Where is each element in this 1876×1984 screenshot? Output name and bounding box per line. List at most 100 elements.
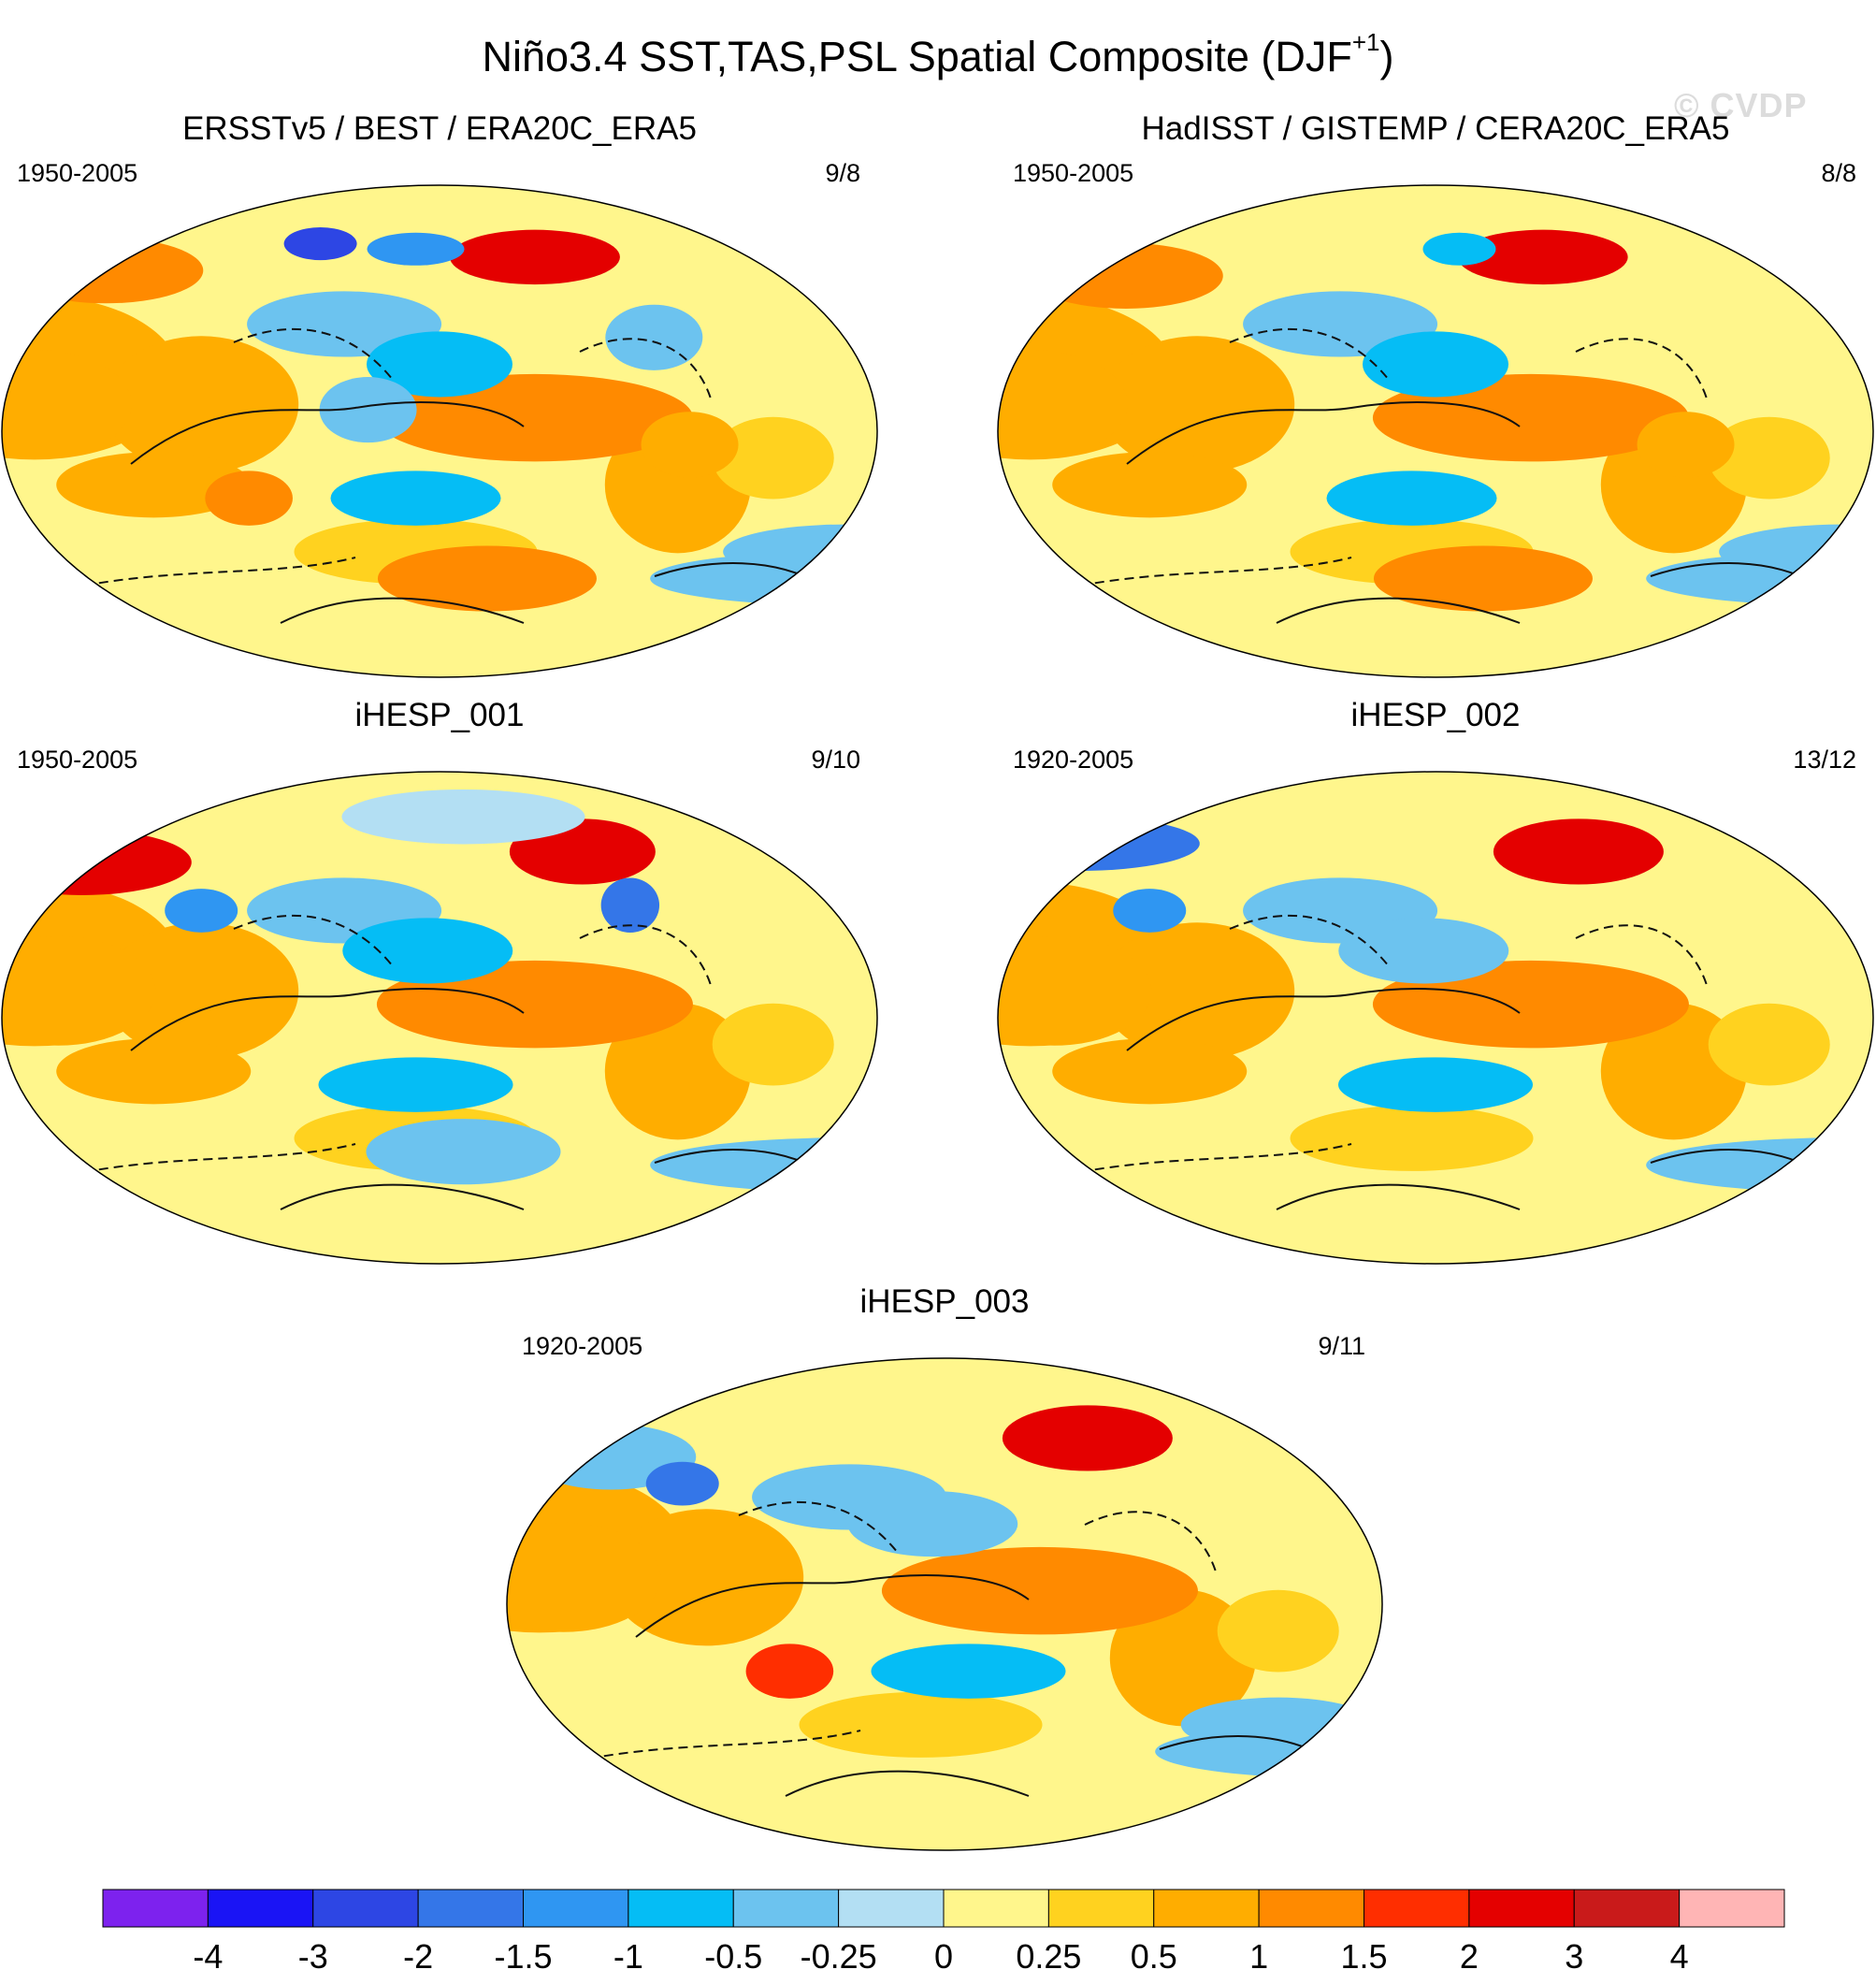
colorbar-tick-label: -1 bbox=[613, 1937, 643, 1976]
anomaly-patch bbox=[745, 1644, 834, 1699]
anomaly-patch bbox=[1052, 1038, 1248, 1105]
anomaly-patch bbox=[605, 304, 703, 370]
psl-contour bbox=[1276, 597, 1521, 624]
anomaly-patch bbox=[1290, 1105, 1534, 1171]
anomaly-patch bbox=[367, 331, 512, 398]
map-panel-ihesp-001: iHESP_001 1950-2005 9/10 bbox=[0, 697, 879, 1267]
colorbar-tick-label: -0.5 bbox=[704, 1937, 762, 1976]
anomaly-patch bbox=[712, 1003, 834, 1086]
anomaly-patch bbox=[1363, 331, 1508, 398]
colorbar-tick-label: 4 bbox=[1670, 1937, 1689, 1976]
psl-contour bbox=[1079, 1143, 1352, 1173]
psl-contour bbox=[83, 1143, 356, 1173]
map-field bbox=[507, 1358, 1382, 1850]
map-field bbox=[2, 185, 877, 677]
anomaly-patch bbox=[165, 889, 238, 933]
psl-contour bbox=[1575, 338, 1708, 399]
anomaly-patch bbox=[1338, 1057, 1533, 1112]
psl-contour bbox=[579, 924, 712, 986]
colorbar-tick-label: -3 bbox=[298, 1937, 328, 1976]
colorbar-tick-label: 0 bbox=[934, 1937, 953, 1976]
anomaly-patch bbox=[449, 229, 620, 285]
colorbar-tick-label: -4 bbox=[193, 1937, 223, 1976]
colorbar-swatch bbox=[838, 1889, 945, 1928]
anomaly-patch bbox=[104, 336, 299, 473]
page-title: Niño3.4 SST,TAS,PSL Spatial Composite (D… bbox=[482, 28, 1394, 80]
anomaly-patch bbox=[319, 377, 417, 443]
colorbar-swatch bbox=[1468, 1889, 1575, 1928]
robinson-map bbox=[997, 771, 1874, 1265]
anomaly-patch bbox=[342, 918, 513, 984]
panel-period: 1920-2005 bbox=[522, 1332, 643, 1360]
map-panel-ihesp-002: iHESP_002 1920-2005 13/12 bbox=[996, 697, 1875, 1267]
anomaly-patch bbox=[998, 808, 1056, 852]
psl-contour bbox=[588, 1730, 861, 1760]
anomaly-patch bbox=[1326, 471, 1497, 526]
panel-title: HadISST / GISTEMP / CERA20C_ERA5 bbox=[1141, 110, 1730, 147]
anomaly-patch bbox=[1113, 889, 1187, 933]
map-field bbox=[998, 772, 1873, 1264]
psl-contour bbox=[130, 988, 525, 1051]
map-outline bbox=[1, 184, 878, 678]
colorbar-swatch bbox=[417, 1889, 524, 1928]
colorbar-tick-label: 1 bbox=[1249, 1937, 1268, 1976]
anomaly-patch bbox=[2, 349, 132, 459]
colorbar-swatch bbox=[1258, 1889, 1364, 1928]
cvdp-watermark: © CVDP bbox=[1674, 86, 1808, 124]
anomaly-patch bbox=[847, 1491, 1018, 1557]
map-outline bbox=[997, 184, 1874, 678]
colorbar-swatch bbox=[207, 1889, 314, 1928]
colorbar-tick-label: -0.25 bbox=[801, 1937, 877, 1976]
psl-contour bbox=[83, 557, 356, 587]
psl-contour bbox=[635, 1574, 1030, 1638]
map-field bbox=[2, 772, 877, 1264]
map-outline bbox=[1, 771, 878, 1265]
anomaly-patch bbox=[609, 1509, 804, 1646]
panel-event-count: 9/11 bbox=[1318, 1332, 1365, 1360]
psl-contour bbox=[1126, 401, 1521, 465]
psl-contour bbox=[1084, 1511, 1217, 1572]
anomaly-patch bbox=[1373, 545, 1593, 612]
anomaly-patch bbox=[600, 877, 660, 933]
colorbar-swatch bbox=[943, 1889, 1049, 1928]
anomaly-patch bbox=[283, 227, 357, 261]
anomaly-patch bbox=[712, 416, 834, 500]
anomaly-patch bbox=[377, 545, 597, 612]
psl-contour bbox=[1575, 924, 1708, 986]
colorbar-tick-label: 1.5 bbox=[1340, 1937, 1387, 1976]
map-panel-ersstv5: ERSSTv5 / BEST / ERA20C_ERA5 1950-2005 9… bbox=[0, 110, 879, 681]
psl-contour bbox=[1229, 914, 1390, 967]
colorbar-swatch bbox=[1364, 1889, 1470, 1928]
colorbar-swatch bbox=[1153, 1889, 1260, 1928]
robinson-map bbox=[506, 1357, 1383, 1851]
panel-title: iHESP_002 bbox=[1350, 697, 1521, 733]
psl-contour bbox=[130, 401, 525, 465]
psl-contour bbox=[1126, 988, 1521, 1051]
psl-contour bbox=[1079, 557, 1352, 587]
map-panel-hadisst: HadISST / GISTEMP / CERA20C_ERA5 1950-20… bbox=[996, 110, 1875, 681]
anomaly-patch bbox=[330, 471, 501, 526]
panel-period: 1920-2005 bbox=[1013, 746, 1134, 774]
colorbar-swatch bbox=[523, 1889, 629, 1928]
colorbar-tick-label: 2 bbox=[1460, 1937, 1479, 1976]
anomaly-patch bbox=[1217, 1589, 1339, 1673]
psl-contour bbox=[785, 1770, 1030, 1797]
psl-contour bbox=[1229, 327, 1390, 381]
anomaly-patch bbox=[1338, 918, 1509, 984]
anomaly-patch bbox=[1052, 452, 1248, 518]
panel-event-count: 13/12 bbox=[1793, 746, 1856, 774]
panel-title: iHESP_001 bbox=[354, 697, 525, 733]
panel-title: ERSSTv5 / BEST / ERA20C_ERA5 bbox=[182, 110, 697, 147]
anomaly-patch bbox=[104, 922, 299, 1060]
robinson-map bbox=[1, 771, 878, 1265]
panel-event-count: 8/8 bbox=[1821, 159, 1856, 187]
anomaly-patch bbox=[1028, 242, 1223, 309]
colorbar-swatch bbox=[1679, 1889, 1785, 1928]
anomaly-patch bbox=[205, 471, 293, 526]
colorbar-tick-label: -1.5 bbox=[494, 1937, 552, 1976]
psl-contour bbox=[738, 1500, 899, 1554]
map-panel-ihesp-003: iHESP_003 1920-2005 9/11 bbox=[505, 1283, 1384, 1854]
anomaly-patch bbox=[799, 1691, 1043, 1758]
anomaly-patch bbox=[1708, 416, 1830, 500]
anomaly-patch bbox=[366, 1119, 561, 1185]
